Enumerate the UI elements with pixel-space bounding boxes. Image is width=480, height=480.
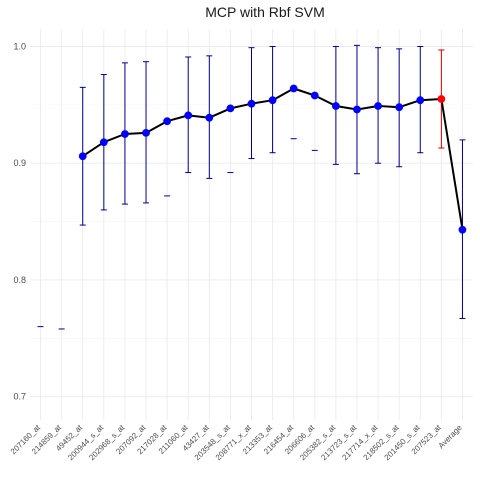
y-tick-label: 0.7	[13, 392, 26, 402]
data-point	[416, 96, 425, 105]
data-point	[458, 225, 467, 234]
data-point	[353, 105, 361, 114]
data-point	[289, 84, 298, 93]
data-point-highlight	[437, 95, 446, 103]
data-point	[310, 91, 319, 100]
data-point	[78, 152, 87, 161]
data-point	[247, 99, 256, 108]
data-point	[163, 117, 172, 126]
data-point	[395, 103, 404, 112]
x-tick-label: Average	[437, 423, 465, 451]
y-tick-label: 0.9	[13, 158, 26, 168]
data-point	[142, 128, 150, 137]
data-point	[226, 104, 235, 113]
y-axis-tick-labels: 0.7 0.8 0.9 1.0	[13, 42, 26, 402]
x-axis-tick-labels: 207160_at214859_at49452_at200944_s_at202…	[9, 423, 464, 463]
data-point	[331, 102, 340, 110]
data-point	[374, 102, 382, 110]
data-point	[99, 138, 108, 147]
data-point	[184, 111, 193, 120]
y-tick-label: 0.8	[13, 275, 26, 285]
data-points	[78, 84, 467, 234]
chart-title: MCP with Rbf SVM	[205, 4, 325, 20]
data-point	[268, 96, 277, 105]
data-point	[121, 130, 129, 138]
y-tick-label: 1.0	[13, 42, 26, 52]
data-point	[205, 113, 214, 122]
